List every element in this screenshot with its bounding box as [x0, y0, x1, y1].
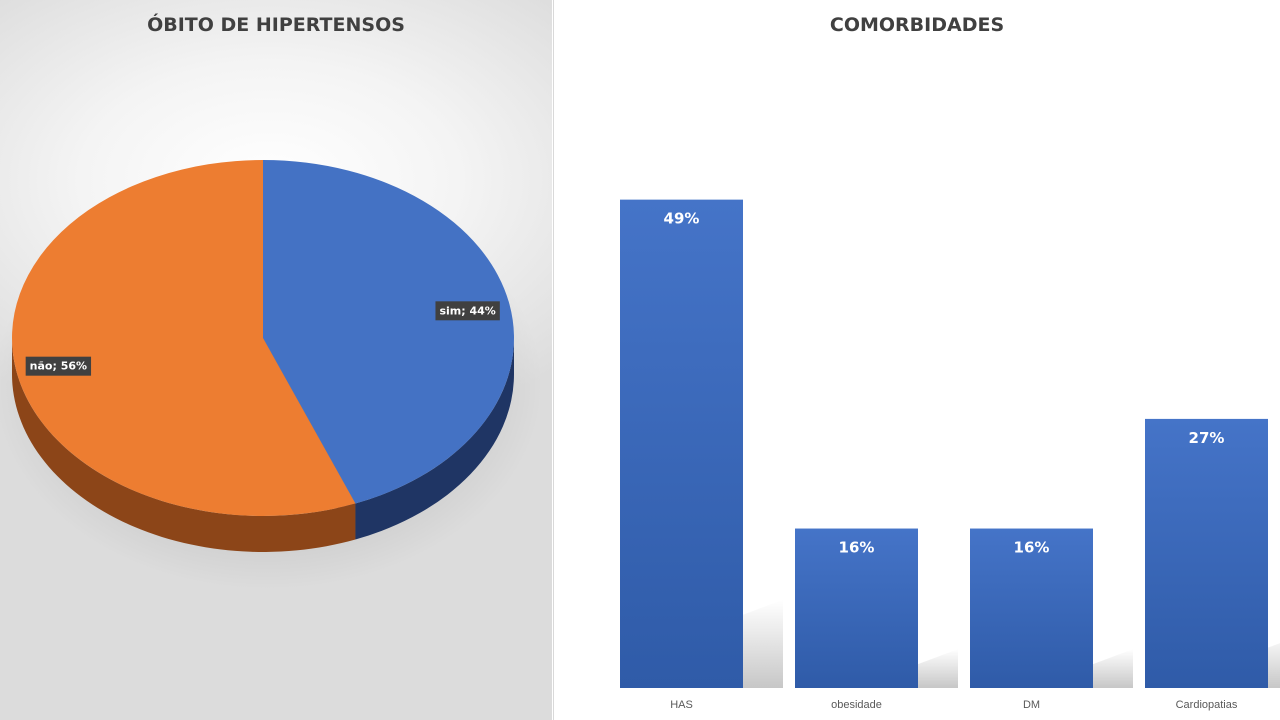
pie-slice-nao [12, 160, 356, 516]
bar-obesidade [795, 528, 918, 688]
bar-chart-panel: COMORBIDADES 49% HAS 16% obesidade 16% DM 27% C… [553, 0, 1280, 720]
x-tick-label-obesidade: obesidade [831, 699, 882, 711]
pie-chart-panel: ÓBITO DE HIPERTENSOS sim; 44% não; 56% [0, 0, 552, 720]
pie-data-label-sim: sim; 44% [435, 301, 500, 321]
bar-chart-plot: 49% HAS 16% obesidade 16% DM 27% Cardiopatias [620, 199, 1280, 711]
pie-slice-side-nao [12, 338, 356, 553]
svg-text:sim; 44%: sim; 44% [439, 304, 495, 317]
x-tick-label-has: HAS [670, 699, 693, 711]
bar-shadow-has [743, 599, 783, 688]
bar-dm [970, 528, 1093, 688]
x-tick-label-cardiopatias: Cardiopatias [1176, 699, 1238, 711]
pie-chart-plot: sim; 44% não; 56% [0, 160, 543, 590]
bar-data-label-dm: 16% [1014, 539, 1050, 557]
bar-shadow-obesidade [918, 649, 958, 688]
pie-data-label-nao: não; 56% [25, 356, 92, 376]
pie-slice-sim [263, 160, 514, 504]
x-tick-label-dm: DM [1023, 699, 1040, 711]
bar-has [620, 199, 743, 688]
pie-slice-side-sim [355, 338, 514, 540]
bar-data-label-obesidade: 16% [839, 539, 875, 557]
bar-cardiopatias [1145, 418, 1268, 688]
bar-chart-title: COMORBIDADES [829, 14, 1005, 36]
bar-data-label-has: 49% [664, 210, 700, 228]
bar-shadow-cardiopatias [1268, 643, 1280, 688]
bar-data-label-cardiopatias: 27% [1189, 429, 1225, 447]
svg-text:não; 56%: não; 56% [30, 360, 87, 373]
bar-shadow-dm [1093, 649, 1133, 688]
pie-chart-title: ÓBITO DE HIPERTENSOS [147, 14, 405, 36]
